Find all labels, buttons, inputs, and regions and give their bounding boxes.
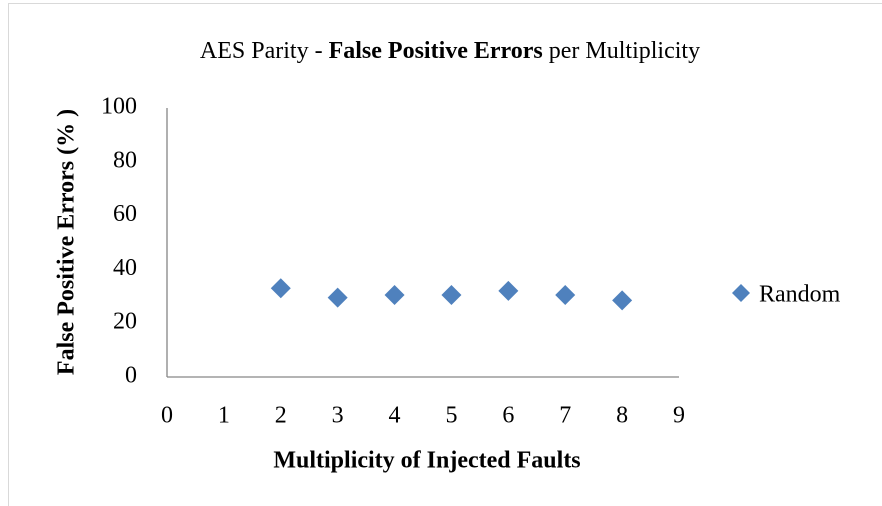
chart-frame [8,3,882,506]
x-tick-label: 6 [502,403,514,429]
y-tick-label: 20 [113,309,137,335]
data-point [555,284,576,305]
y-axis-title: False Positive Errors (% ) [54,109,80,375]
x-tick-label: 0 [161,403,173,429]
title-part: False Positive Errors [329,38,543,64]
x-axis-title: Multiplicity of Injected Faults [273,448,580,474]
legend-marker [732,284,750,302]
chart-title: AES Parity - False Positive Errors per M… [200,38,700,64]
y-tick-label: 60 [113,201,137,227]
title-part: per Multiplicity [549,38,700,64]
x-tick-label: 1 [218,403,230,429]
legend-label: Random [759,282,841,308]
data-point [270,278,291,299]
x-tick-label: 3 [332,403,344,429]
y-tick-label: 40 [113,255,137,281]
y-tick-label: 80 [113,147,137,173]
x-tick-label: 7 [559,403,571,429]
x-tick-label: 5 [445,403,457,429]
data-point [384,284,405,305]
y-tick-label: 0 [125,363,137,389]
data-point [498,280,519,301]
data-point [612,290,633,311]
title-part: AES Parity - [200,38,323,64]
data-point [441,284,462,305]
y-tick-label: 100 [101,94,137,120]
data-point [327,287,348,308]
x-tick-label: 9 [673,403,685,429]
x-tick-label: 8 [616,403,628,429]
x-tick-label: 4 [389,403,401,429]
x-tick-label: 2 [275,403,287,429]
